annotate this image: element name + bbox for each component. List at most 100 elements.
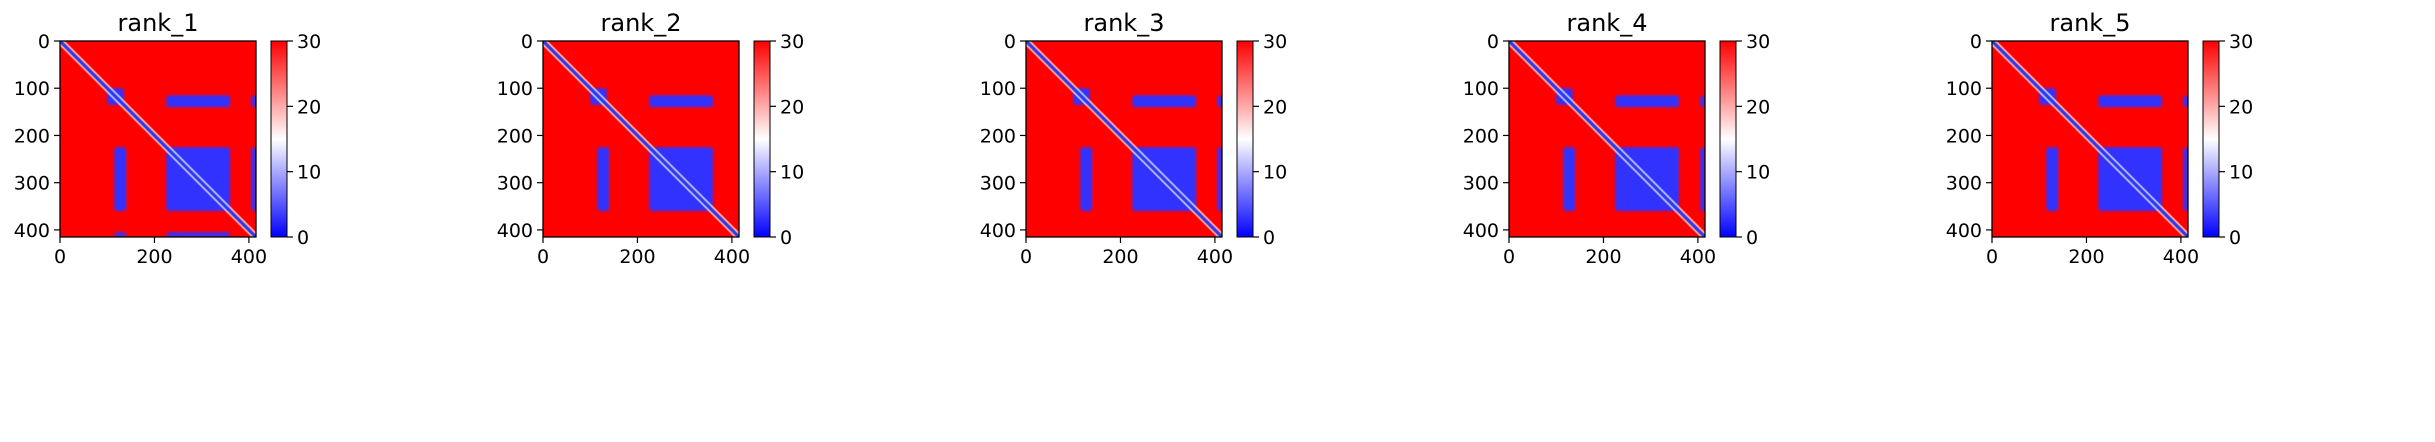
y-tick-label: 0 xyxy=(1487,31,1499,53)
y-tick-label: 100 xyxy=(1946,78,1982,100)
heatmap-block xyxy=(166,95,231,108)
diagonal-line xyxy=(60,41,256,237)
y-tick-label: 300 xyxy=(1946,173,1982,195)
x-tick-label: 400 xyxy=(714,246,750,268)
y-tick-label: 200 xyxy=(1946,125,1982,147)
colorbar xyxy=(270,40,288,238)
colorbar-tick-label: 20 xyxy=(297,96,321,118)
panel-title: rank_5 xyxy=(2050,9,2131,37)
axes-frame xyxy=(1991,40,2189,238)
axes-frame xyxy=(59,40,257,238)
colorbar xyxy=(753,40,771,238)
y-tick-label: 400 xyxy=(980,220,1016,242)
colorbar-tick-label: 20 xyxy=(1263,96,1287,118)
heatmap-block xyxy=(2183,147,2188,212)
x-tick-label: 0 xyxy=(537,246,549,268)
x-tick-label: 0 xyxy=(1986,246,1998,268)
panel-title: rank_3 xyxy=(1084,9,1165,37)
x-tick-label: 200 xyxy=(1585,246,1621,268)
colorbar-tick-label: 10 xyxy=(297,162,321,184)
colorbar-tick-label: 30 xyxy=(1263,31,1287,53)
y-tick-label: 300 xyxy=(14,173,50,195)
colorbar-tick-label: 0 xyxy=(1263,227,1275,249)
y-tick-label: 200 xyxy=(980,125,1016,147)
colorbar-tick-label: 30 xyxy=(1746,31,1770,53)
heatmap-block xyxy=(251,95,256,108)
heatmap-block xyxy=(1217,147,1222,212)
panel-title: rank_2 xyxy=(601,9,682,37)
heatmap-block xyxy=(114,232,127,237)
y-tick-label: 300 xyxy=(980,173,1016,195)
diagonal-line xyxy=(1026,41,1222,237)
x-tick-label: 0 xyxy=(1503,246,1515,268)
axes-frame xyxy=(1508,40,1706,238)
heatmap-block xyxy=(1700,95,1705,108)
axes-frame xyxy=(542,40,740,238)
heatmap xyxy=(1026,41,1222,237)
y-tick-label: 100 xyxy=(1463,78,1499,100)
y-tick-label: 100 xyxy=(980,78,1016,100)
diagonal-line xyxy=(1992,41,2188,237)
x-tick-label: 200 xyxy=(619,246,655,268)
x-tick-label: 0 xyxy=(1020,246,1032,268)
heatmap-block xyxy=(1080,147,1093,212)
x-tick-label: 200 xyxy=(1102,246,1138,268)
y-tick-label: 100 xyxy=(497,78,533,100)
heatmap-block xyxy=(251,147,256,212)
colorbar-tick-label: 20 xyxy=(1746,96,1770,118)
colorbar-tick-label: 20 xyxy=(780,96,804,118)
colorbar-tick-label: 10 xyxy=(1746,162,1770,184)
y-tick-label: 400 xyxy=(497,220,533,242)
heatmap-block xyxy=(2046,147,2059,212)
y-tick-label: 400 xyxy=(1463,220,1499,242)
colorbar xyxy=(2202,40,2220,238)
x-tick-label: 0 xyxy=(54,246,66,268)
colorbar-tick-label: 30 xyxy=(297,31,321,53)
colorbar-tick-label: 20 xyxy=(2229,96,2253,118)
axes-frame xyxy=(1025,40,1223,238)
heatmap-block xyxy=(114,147,127,212)
heatmap-block xyxy=(166,232,231,237)
x-tick-label: 400 xyxy=(1197,246,1233,268)
x-tick-label: 400 xyxy=(2163,246,2199,268)
y-tick-label: 0 xyxy=(1970,31,1982,53)
diagonal-line xyxy=(543,41,739,237)
colorbar xyxy=(1719,40,1737,238)
colorbar-tick-label: 10 xyxy=(2229,162,2253,184)
y-tick-label: 200 xyxy=(14,125,50,147)
y-tick-label: 400 xyxy=(1946,220,1982,242)
heatmap xyxy=(1509,41,1705,237)
colorbar-tick-label: 0 xyxy=(780,227,792,249)
x-tick-label: 200 xyxy=(136,246,172,268)
diagonal-line xyxy=(1509,41,1705,237)
colorbar-tick-label: 0 xyxy=(297,227,309,249)
colorbar xyxy=(1236,40,1254,238)
heatmap-block xyxy=(649,95,714,108)
heatmap-block xyxy=(2098,95,2163,108)
y-tick-label: 300 xyxy=(1463,173,1499,195)
heatmap-block xyxy=(597,147,610,212)
colorbar-tick-label: 10 xyxy=(780,162,804,184)
heatmap-block xyxy=(1615,95,1680,108)
heatmap-block xyxy=(1700,147,1705,212)
heatmap xyxy=(543,41,739,237)
x-tick-label: 200 xyxy=(2068,246,2104,268)
colorbar-tick-label: 0 xyxy=(2229,227,2241,249)
panel-title: rank_1 xyxy=(118,9,199,37)
heatmap-block xyxy=(1217,95,1222,108)
y-tick-label: 0 xyxy=(38,31,50,53)
y-tick-label: 300 xyxy=(497,173,533,195)
x-tick-label: 400 xyxy=(1680,246,1716,268)
x-tick-label: 400 xyxy=(231,246,267,268)
y-tick-label: 400 xyxy=(14,220,50,242)
y-tick-label: 0 xyxy=(1004,31,1016,53)
heatmap-block xyxy=(2183,95,2188,108)
heatmap xyxy=(1992,41,2188,237)
